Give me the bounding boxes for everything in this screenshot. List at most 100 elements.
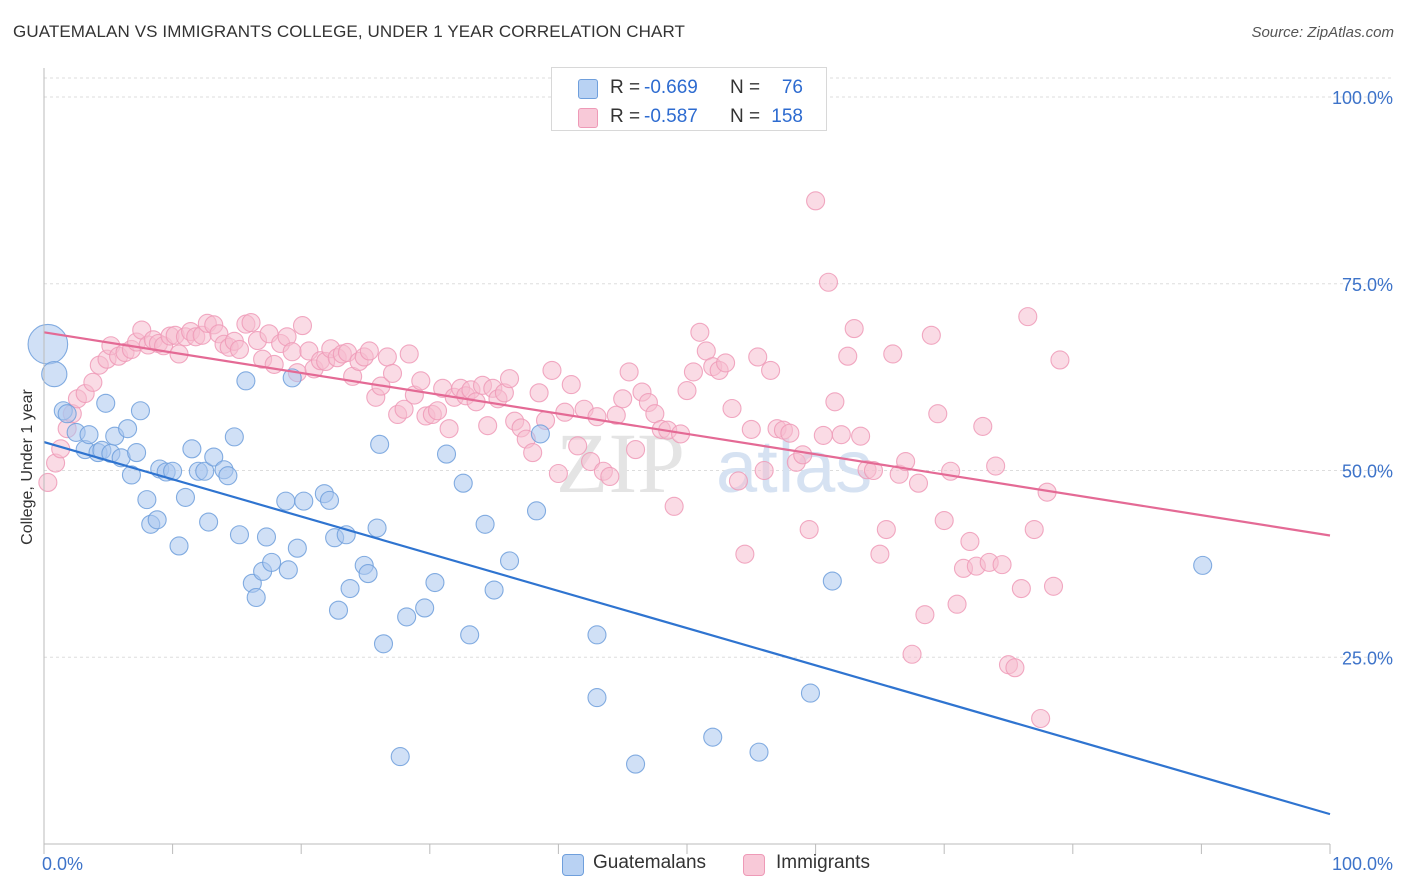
- immigrants-point-119: [741, 419, 761, 439]
- guatemalans-point-73: [800, 683, 821, 703]
- immigrants-point-56: [359, 341, 379, 361]
- guatemalans-point-56: [390, 747, 410, 767]
- immigrants-point-70: [439, 419, 459, 439]
- guatemalans-point-64: [484, 580, 504, 600]
- immigrants-point-97: [600, 466, 620, 487]
- legend-r-value: -0.669: [644, 77, 698, 98]
- immigrants-point-62: [394, 399, 414, 419]
- legend-label-guatemalans: Guatemalans: [593, 852, 707, 873]
- x-tick-label-0: 0.0%: [42, 854, 83, 874]
- immigrants-point-77: [478, 416, 498, 436]
- immigrants-point-94: [580, 451, 601, 472]
- guatemalans-point-40: [276, 491, 296, 511]
- immigrants-point-147: [921, 325, 941, 345]
- guatemalans-point-29: [204, 447, 224, 467]
- immigrants-point-42: [282, 342, 302, 362]
- immigrants-point-44: [292, 316, 313, 336]
- legend-n-label: N =: [730, 106, 761, 127]
- guatemalans-point-46: [319, 490, 340, 510]
- guatemalans-point-66: [526, 501, 547, 521]
- legend-label-immigrants: Immigrants: [776, 852, 870, 873]
- immigrants-point-107: [664, 496, 684, 516]
- guatemalans-point-55: [373, 634, 394, 654]
- immigrants-point-161: [1011, 578, 1031, 599]
- immigrants-point-151: [947, 594, 967, 614]
- guatemalans-point-25: [182, 439, 202, 459]
- trend-lines: [43, 331, 1331, 816]
- guatemalans-point-19: [147, 510, 167, 530]
- guatemalans-point-69: [587, 688, 607, 708]
- immigrants-point-86: [529, 383, 549, 403]
- legend-n-label: N =: [730, 77, 761, 98]
- legend-r-label: R =: [610, 106, 641, 127]
- chart-title: GUATEMALAN VS IMMIGRANTS COLLEGE, UNDER …: [13, 22, 686, 41]
- immigrants-point-122: [761, 360, 781, 380]
- immigrants-point-59: [377, 347, 397, 367]
- guatemalans-point-50: [340, 578, 360, 599]
- guatemalans-point-31: [218, 466, 238, 486]
- guatemalans-point-1: [41, 360, 68, 388]
- immigrants-point-157: [986, 456, 1006, 476]
- legend-swatch-pink: [743, 854, 765, 876]
- immigrants-point-117: [728, 471, 748, 491]
- guatemalans-point-14: [121, 465, 141, 485]
- correlation-legend: R = -0.669 N = 76 R = -0.587 N = 158: [551, 67, 827, 131]
- immigrants-point-131: [818, 272, 839, 292]
- immigrants-point-98: [606, 405, 626, 425]
- guatemalans-point-54: [370, 434, 390, 454]
- guatemalans-point-39: [262, 552, 282, 572]
- immigrants-point-100: [619, 362, 639, 382]
- guatemalans-point-17: [137, 490, 157, 510]
- y-axis-label: College, Under 1 year: [19, 389, 36, 545]
- guatemalans-point-6: [79, 425, 99, 445]
- guatemalans-point-48: [328, 600, 349, 620]
- immigrants-point-140: [876, 519, 896, 540]
- x-tick-label-100: 100.0%: [1332, 854, 1393, 874]
- immigrants-point-129: [806, 191, 826, 211]
- axes: [43, 68, 1331, 854]
- immigrants-point-145: [908, 473, 929, 493]
- immigrants-point-164: [1031, 708, 1051, 729]
- immigrants-point-33: [229, 339, 250, 360]
- immigrants-point-139: [870, 544, 890, 564]
- tick-labels: 25.0% 50.0% 75.0% 100.0% 0.0% 100.0%: [42, 88, 1393, 874]
- immigrants-point-85: [523, 443, 543, 463]
- guatemalans-point-38: [256, 527, 277, 547]
- immigrants-point-91: [561, 375, 581, 395]
- immigrants-point-133: [831, 425, 851, 445]
- immigrants-point-63: [399, 344, 419, 364]
- guatemalans-point-75: [1193, 555, 1213, 575]
- immigrants-point-127: [793, 445, 813, 465]
- immigrants-point-149: [934, 510, 954, 531]
- immigrants-point-101: [626, 440, 646, 460]
- guatemalans-point-36: [246, 587, 266, 608]
- immigrants-point-68: [427, 401, 448, 421]
- immigrants-point-144: [902, 644, 922, 664]
- guatemalans-point-53: [367, 518, 387, 538]
- immigrants-point-166: [1043, 576, 1064, 596]
- y-tick-label-25: 25.0%: [1342, 648, 1393, 668]
- immigrants-point-81: [499, 369, 520, 389]
- legend-row-immigrants: R = -0.587 N = 158: [552, 103, 826, 133]
- guatemalans-point-0: [27, 323, 69, 365]
- immigrants-point-89: [548, 463, 568, 484]
- immigrants-point-148: [928, 404, 948, 424]
- immigrants-point-167: [1050, 350, 1070, 370]
- guatemalans-point-43: [287, 538, 307, 558]
- legend-swatch-blue: [578, 79, 598, 99]
- immigrants-point-158: [992, 555, 1012, 575]
- immigrants-point-121: [754, 460, 774, 481]
- immigrants-point-35: [241, 313, 261, 333]
- guatemalans-point-72: [749, 742, 769, 762]
- immigrants-point-60: [382, 363, 403, 383]
- immigrants-point-65: [411, 371, 431, 391]
- guatemalans-point-61: [453, 473, 473, 493]
- immigrants-point-162: [1018, 307, 1038, 327]
- guatemalans-point-62: [460, 625, 480, 645]
- guatemalans-point-3: [57, 404, 77, 424]
- legend-swatch-blue: [562, 854, 584, 876]
- guatemalans-point-16: [130, 401, 150, 421]
- guatemalans-point-24: [175, 487, 196, 507]
- immigrants-point-109: [677, 381, 697, 401]
